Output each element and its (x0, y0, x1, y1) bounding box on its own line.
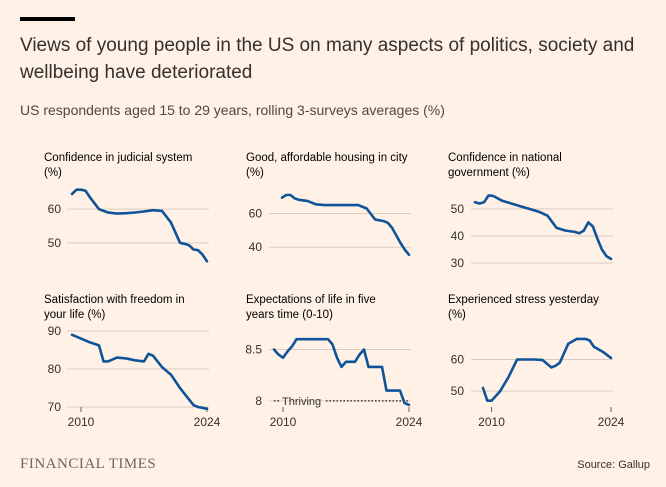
panel-4-data-line (70, 333, 209, 411)
panel-4-y-tick-label: 70 (48, 400, 62, 414)
panel-3-data-line (473, 194, 613, 261)
panel-2-y-tick-label: 40 (249, 240, 263, 254)
panel-4-y-tick-label: 90 (48, 324, 62, 338)
panel-5-x-tick-label: 2010 (270, 415, 297, 429)
panel-4-y-tick-label: 80 (48, 362, 62, 376)
panel-5-x-tick-label: 2024 (396, 415, 423, 429)
panel-5-y-tick-label: 8.5 (245, 342, 262, 356)
panel-1-y-tick-label: 50 (48, 236, 62, 250)
panel-2-y-tick-label: 60 (249, 207, 263, 221)
panel-4-title: Satisfaction with freedom in (44, 294, 185, 306)
panel-5-annotation-label: Thriving (282, 396, 321, 408)
panel-1-data-line (70, 188, 209, 263)
panel-1-title: Confidence in judicial system (44, 152, 192, 164)
panel-5-title: years time (0-10) (246, 309, 333, 321)
financial-times-logo: FINANCIAL TIMES (20, 456, 157, 472)
panel-5-y-tick-label: 8 (255, 394, 262, 408)
panel-1-title: (%) (44, 167, 62, 179)
panel-3-y-tick-label: 50 (451, 202, 465, 216)
panel-5-data-line (272, 337, 411, 407)
panel-6-y-tick-label: 50 (451, 384, 465, 398)
panel-5-title: Expectations of life in five (246, 294, 376, 306)
panel-3-title: government (%) (448, 167, 530, 179)
panel-6-y-tick-label: 60 (451, 353, 465, 367)
panel-4-x-tick-label: 2024 (194, 415, 221, 429)
panel-6-x-tick-label: 2010 (478, 415, 505, 429)
panel-2-title: Good, affordable housing in city (246, 152, 408, 164)
panel-6-x-tick-label: 2024 (598, 415, 625, 429)
panel-6-data-line (481, 337, 613, 402)
chart-subtitle: US respondents aged 15 to 29 years, roll… (20, 102, 445, 118)
panel-3-y-tick-label: 30 (451, 256, 465, 270)
panel-1-y-tick-label: 60 (48, 202, 62, 216)
source-note: Source: Gallup (577, 459, 650, 471)
panel-4-x-tick-label: 2010 (68, 415, 95, 429)
panel-4-title: your life (%) (44, 309, 106, 321)
panel-2-data-line (280, 193, 411, 257)
panel-3-title: Confidence in national (448, 152, 562, 164)
panel-3-y-tick-label: 40 (451, 229, 465, 243)
chart-title: Views of young people in the US on many … (20, 35, 635, 83)
panel-2-title: (%) (246, 167, 264, 179)
panel-6-title: (%) (448, 309, 466, 321)
panel-6-title: Experienced stress yesterday (448, 294, 599, 306)
ft-top-bar (20, 17, 75, 21)
